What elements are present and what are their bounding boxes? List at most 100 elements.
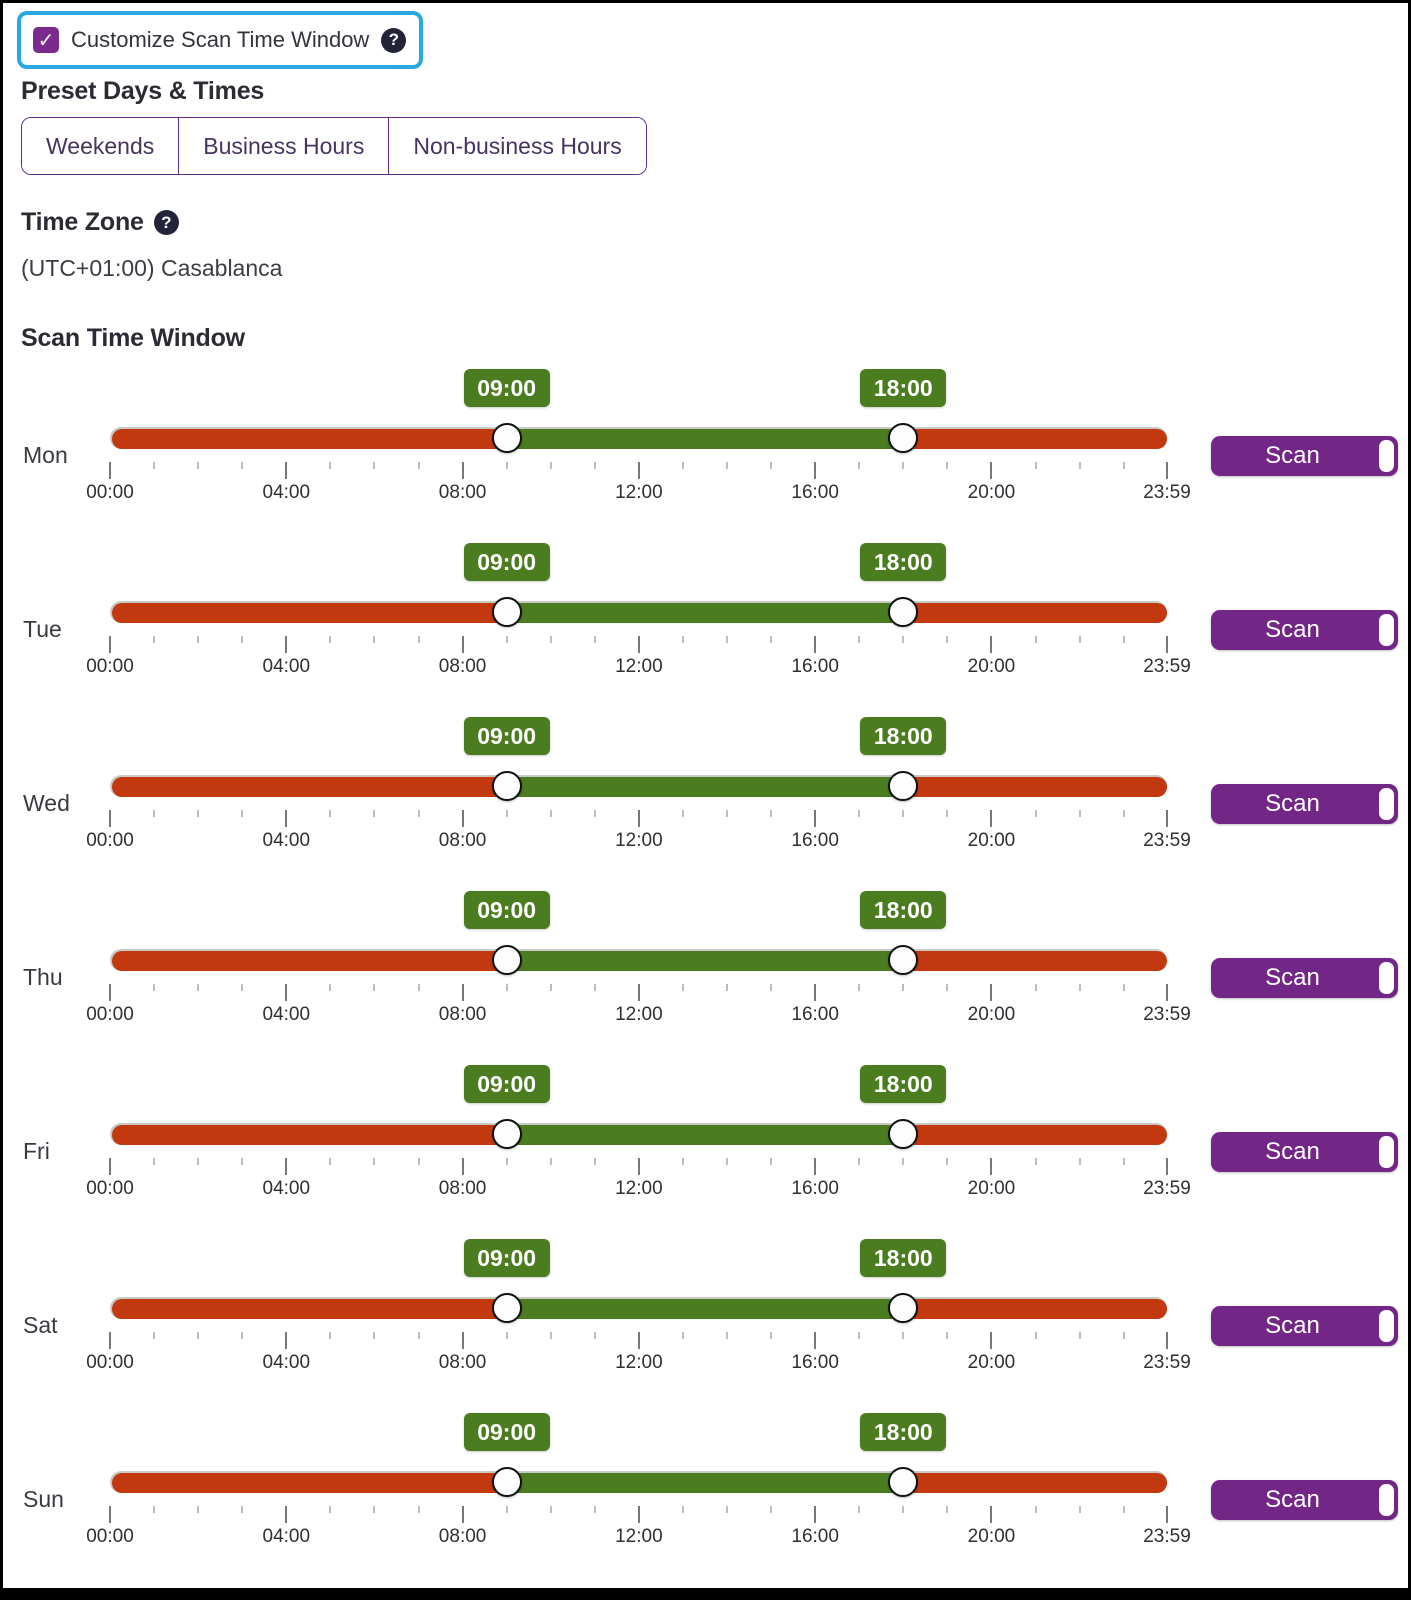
slider-out-of-window-fill	[112, 1125, 1167, 1145]
major-tick	[814, 1506, 817, 1523]
major-tick	[637, 1158, 640, 1175]
end-time-handle[interactable]	[888, 1467, 919, 1497]
timezone-help-icon[interactable]: ?	[153, 210, 179, 235]
minor-tick	[329, 810, 332, 817]
major-tick	[1166, 1158, 1168, 1175]
minor-tick	[505, 1158, 508, 1165]
scan-toggle[interactable]: Scan	[1211, 1132, 1398, 1172]
major-tick	[109, 1506, 111, 1523]
minor-tick	[726, 1506, 729, 1513]
time-range-slider[interactable]: 09:00 18:00	[110, 543, 1167, 627]
time-range-slider[interactable]: 09:00 18:00	[110, 717, 1167, 801]
end-time-badge: 18:00	[860, 1413, 947, 1451]
minor-tick	[681, 984, 684, 991]
slider-out-of-window-fill	[112, 429, 1167, 449]
minor-tick	[902, 462, 905, 469]
start-time-handle[interactable]	[491, 771, 522, 801]
major-tick	[990, 1158, 993, 1175]
minor-tick	[505, 1506, 508, 1513]
major-tick	[814, 810, 817, 827]
time-range-slider[interactable]: 09:00 18:00	[110, 1413, 1167, 1497]
tick-label: 12:00	[615, 1526, 663, 1547]
time-range-slider[interactable]: 09:00 18:00	[110, 1065, 1167, 1149]
end-time-handle[interactable]	[888, 1119, 919, 1149]
tick-label: 20:00	[967, 830, 1016, 851]
scan-toggle[interactable]: Scan	[1211, 784, 1398, 824]
scan-toggle[interactable]: Scan	[1211, 610, 1398, 650]
major-tick	[637, 1506, 640, 1523]
scan-toggle[interactable]: Scan	[1211, 1480, 1398, 1520]
minor-tick	[726, 636, 729, 643]
scan-day-row-sat: Sat 09:00 18:00 00:00 04:00 08:00 12:00 16:0…	[3, 1239, 1411, 1414]
customize-checkbox[interactable]: ✓	[33, 27, 59, 53]
scan-toggle-label: Scan	[1265, 1138, 1320, 1165]
timezone-title-text: Time Zone	[21, 208, 144, 236]
minor-tick	[153, 984, 156, 991]
minor-tick	[417, 462, 420, 469]
minor-tick	[417, 810, 420, 817]
help-icon[interactable]: ?	[381, 27, 407, 53]
tick-label: 23:59	[1143, 1352, 1191, 1373]
tick-label: 20:00	[967, 482, 1016, 503]
timezone-title: Time Zone ?	[21, 208, 179, 237]
time-axis-labels: 00:00 04:00 08:00 12:00 16:00 20:00 23:59	[86, 482, 1191, 504]
preset-button-group: Weekends Business Hours Non-business Hours	[21, 117, 647, 175]
tick-label: 16:00	[791, 656, 839, 677]
start-time-badge: 09:00	[463, 1413, 550, 1451]
minor-tick	[946, 462, 949, 469]
start-time-handle[interactable]	[491, 1467, 522, 1497]
minor-tick	[593, 1506, 596, 1513]
end-time-handle[interactable]	[888, 945, 919, 975]
time-range-slider[interactable]: 09:00 18:00	[110, 891, 1167, 975]
scan-window-segment	[507, 603, 904, 623]
minor-tick	[197, 984, 200, 991]
scan-toggle[interactable]: Scan	[1211, 436, 1398, 476]
minor-tick	[1034, 462, 1037, 469]
end-time-handle[interactable]	[888, 1293, 919, 1323]
time-range-slider[interactable]: 09:00 18:00	[110, 369, 1167, 453]
time-axis-labels: 00:00 04:00 08:00 12:00 16:00 20:00 23:59	[86, 1526, 1191, 1548]
slider-out-of-window-fill	[112, 1299, 1167, 1319]
slider-out-of-window-fill	[112, 951, 1167, 971]
end-time-handle[interactable]	[888, 597, 919, 627]
tick-label: 00:00	[86, 1352, 134, 1373]
preset-button-non-business-hours[interactable]: Non-business Hours	[388, 118, 646, 174]
major-tick	[637, 636, 640, 653]
tick-label: 04:00	[262, 1004, 311, 1025]
day-label: Mon	[23, 442, 68, 468]
tick-label: 20:00	[967, 1352, 1016, 1373]
scan-window-title-text: Scan Time Window	[21, 324, 245, 352]
minor-tick	[946, 810, 949, 817]
major-tick	[461, 462, 464, 479]
end-time-handle[interactable]	[888, 423, 919, 453]
major-tick	[990, 1332, 993, 1349]
start-time-handle[interactable]	[491, 945, 522, 975]
end-time-handle[interactable]	[888, 771, 919, 801]
start-time-handle[interactable]	[491, 423, 522, 453]
minor-tick	[153, 1332, 156, 1339]
time-range-slider[interactable]: 09:00 18:00	[110, 1239, 1167, 1323]
tick-label: 08:00	[438, 656, 487, 677]
start-time-handle[interactable]	[491, 1293, 522, 1323]
minor-tick	[770, 1506, 773, 1513]
scan-day-row-fri: Fri 09:00 18:00 00:00 04:00 08:00 12:00 16:0…	[3, 1065, 1411, 1240]
preset-button-business-hours[interactable]: Business Hours	[178, 118, 389, 174]
scan-toggle[interactable]: Scan	[1211, 958, 1398, 998]
day-label: Sun	[23, 1486, 64, 1512]
minor-tick	[726, 810, 729, 817]
minor-tick	[1034, 984, 1037, 991]
end-time-badge: 18:00	[860, 891, 947, 929]
major-tick	[461, 984, 464, 1001]
minor-tick	[858, 1506, 861, 1513]
end-time-badge: 18:00	[860, 543, 947, 581]
preset-button-weekends[interactable]: Weekends	[22, 118, 179, 174]
minor-tick	[770, 462, 773, 469]
minor-tick	[373, 810, 376, 817]
time-axis-ticks	[109, 1158, 1168, 1176]
scan-toggle[interactable]: Scan	[1211, 1306, 1398, 1346]
start-time-handle[interactable]	[491, 597, 522, 627]
major-tick	[990, 1506, 993, 1523]
minor-tick	[681, 810, 684, 817]
minor-tick	[417, 984, 420, 991]
start-time-handle[interactable]	[491, 1119, 522, 1149]
